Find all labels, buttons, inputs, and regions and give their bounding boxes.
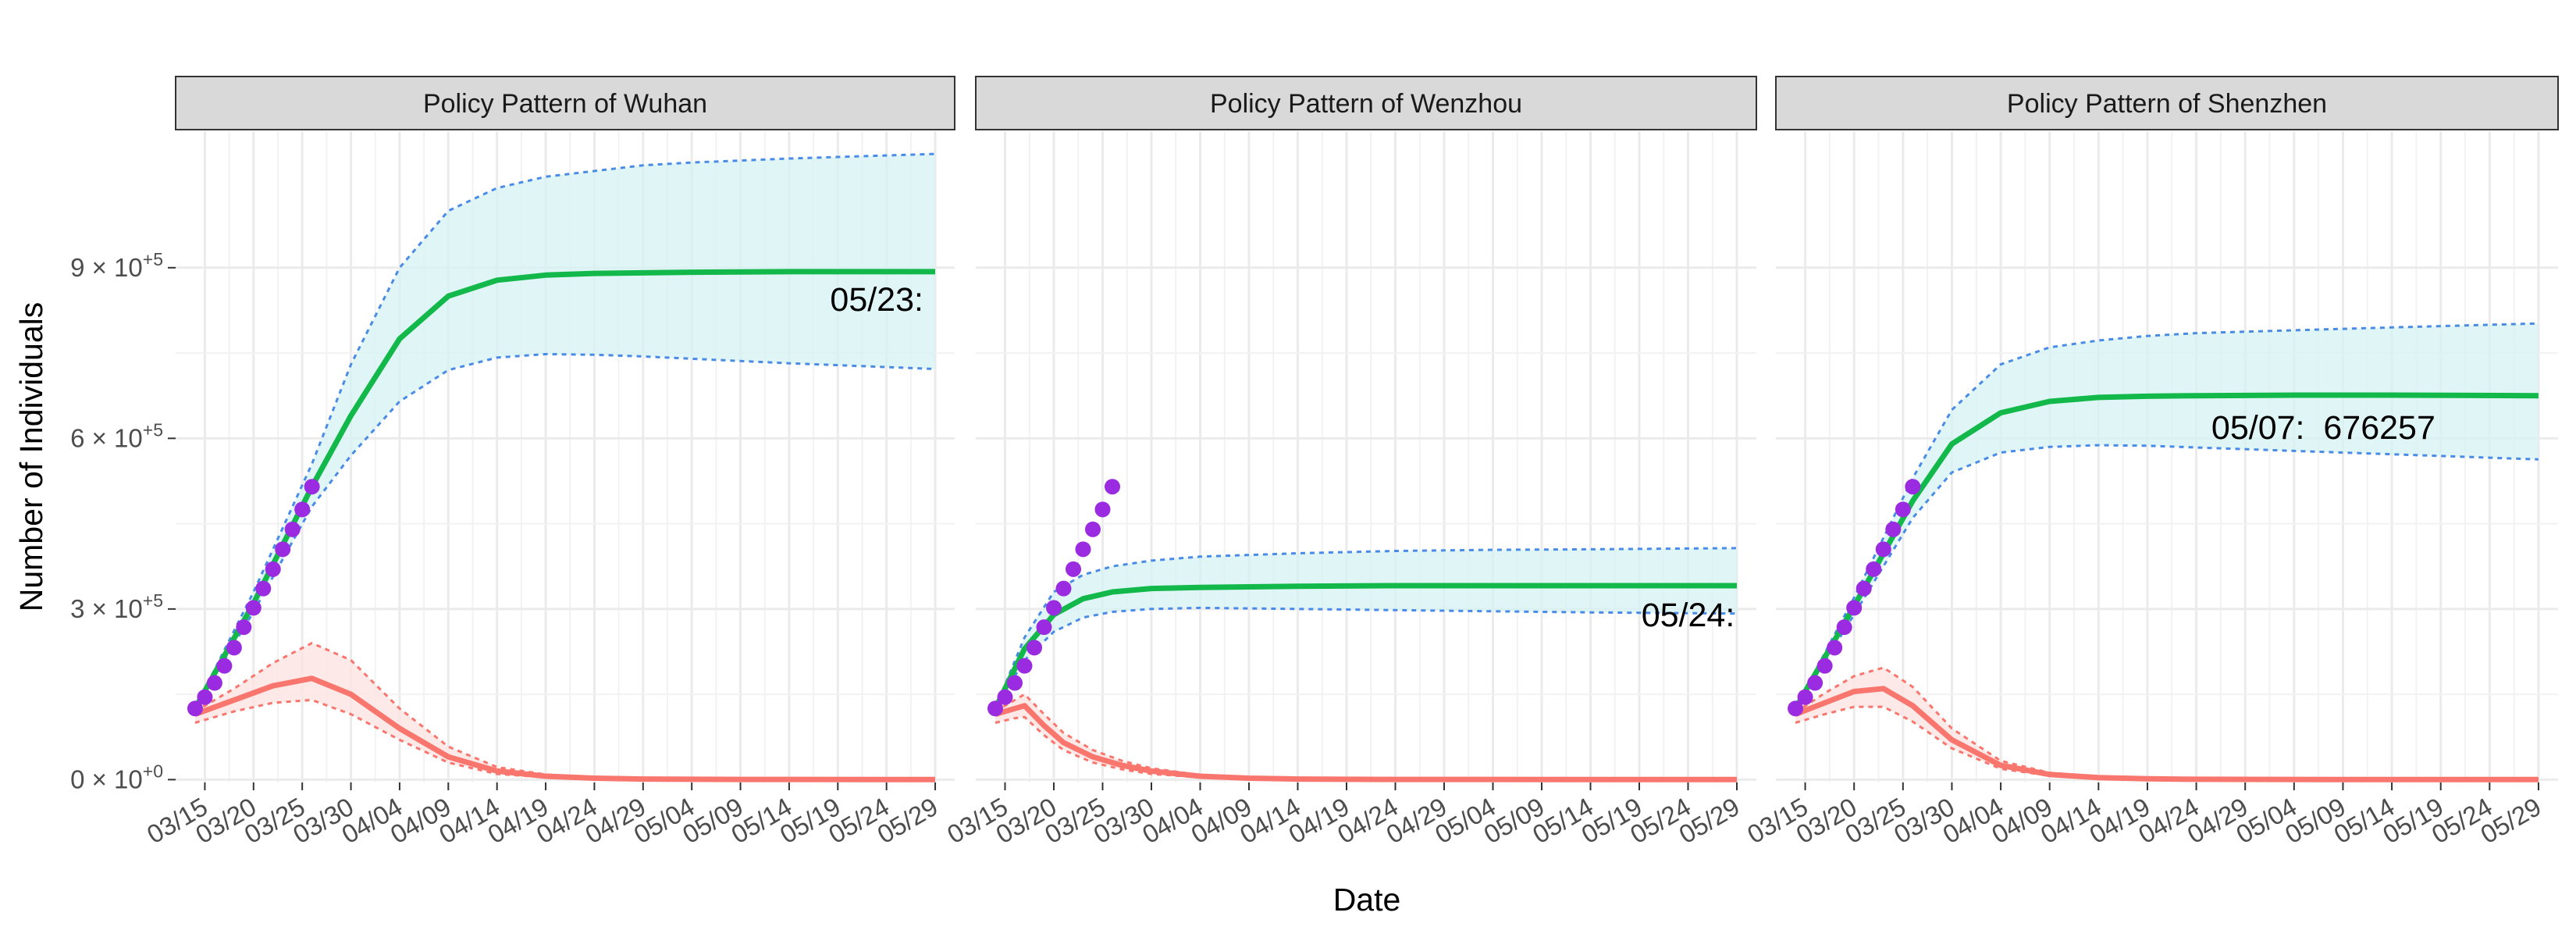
observed-point xyxy=(1846,600,1863,616)
observed-point xyxy=(236,619,252,636)
observed-point xyxy=(1797,689,1813,705)
y-tick-label: 9 × 10+5 xyxy=(70,249,163,282)
observed-point xyxy=(1094,501,1111,518)
observed-point xyxy=(1105,479,1120,495)
y-tick-label: 3 × 10+5 xyxy=(70,590,163,623)
cumulative-lower-line xyxy=(994,606,1738,710)
active-lower-line xyxy=(1795,705,2539,781)
observed-point xyxy=(1816,658,1833,674)
observed-point xyxy=(1905,479,1921,495)
observed-point xyxy=(1895,501,1911,518)
active-line xyxy=(994,703,1738,782)
observed-point xyxy=(197,689,213,705)
panel-1: Policy Pattern of Wuhan05/23:03/1503/200… xyxy=(70,76,955,849)
observed-point xyxy=(187,700,203,717)
observed-point xyxy=(1036,619,1052,636)
observed-point xyxy=(1875,541,1891,558)
observed-point xyxy=(226,640,242,656)
observed-point xyxy=(1807,675,1823,691)
observed-point xyxy=(1055,580,1072,597)
observed-point xyxy=(304,479,320,495)
cumulative-line xyxy=(1793,392,2539,711)
observed-point xyxy=(1856,580,1872,597)
panel-strip xyxy=(175,76,955,130)
panel-annotation: 05/23: xyxy=(830,281,923,319)
y-tick-label: 6 × 10+5 xyxy=(70,419,163,452)
observed-point xyxy=(997,689,1013,705)
x-axis-title: Date xyxy=(1333,882,1401,918)
active-upper-line xyxy=(994,693,1738,781)
cumulative-upper-line xyxy=(994,547,1738,709)
observed-point xyxy=(1007,675,1023,691)
cumulative-ci-band xyxy=(995,547,1737,709)
active-ci-band xyxy=(1795,667,2539,780)
active-line xyxy=(1794,686,2539,782)
observed-point xyxy=(1026,640,1042,656)
observed-point xyxy=(1046,600,1062,616)
panel-title: Policy Pattern of Wenzhou xyxy=(1210,89,1522,119)
panel-title: Policy Pattern of Wuhan xyxy=(423,89,707,119)
observed-point xyxy=(1085,521,1101,537)
observed-point xyxy=(275,541,291,558)
observed-point xyxy=(1885,521,1902,537)
cumulative-lower-line xyxy=(194,352,936,710)
active-upper-line xyxy=(1795,666,2539,781)
observed-point xyxy=(1836,619,1852,636)
panel-annotation: 05/24: xyxy=(1642,597,1735,634)
panel-2: Policy Pattern of Wenzhou05/24:03/1503/2… xyxy=(942,76,1757,849)
panels-layer: Policy Pattern of Wuhan05/23:03/1503/200… xyxy=(70,76,2559,849)
active-ci-band xyxy=(194,643,935,780)
active-ci-band xyxy=(995,694,1737,780)
observed-point xyxy=(1066,561,1081,577)
cumulative-ci-band xyxy=(1795,323,2539,709)
observed-point xyxy=(1866,561,1882,577)
active-line xyxy=(194,675,936,782)
panel-title: Policy Pattern of Shenzhen xyxy=(2007,89,2327,119)
observed-point xyxy=(1788,700,1804,717)
active-lower-line xyxy=(194,698,936,781)
y-tick-label: 0 × 10+0 xyxy=(70,761,163,793)
cumulative-line xyxy=(992,583,1737,710)
observed-point xyxy=(245,600,262,616)
cumulative-ci-band xyxy=(194,154,935,709)
cumulative-upper-line xyxy=(1794,322,2539,710)
observed-point xyxy=(255,580,272,597)
panel-strip xyxy=(1775,76,2559,130)
y-axis-title: Number of Individuals xyxy=(13,302,49,612)
observed-point xyxy=(216,658,233,674)
observed-point xyxy=(294,501,311,518)
panel-annotation: 05/07: 676257 xyxy=(2211,409,2435,447)
observed-point xyxy=(284,521,301,537)
observed-point xyxy=(1827,640,1843,656)
active-lower-line xyxy=(994,715,1738,781)
observed-point xyxy=(265,561,281,577)
observed-point xyxy=(1016,658,1033,674)
observed-point xyxy=(206,675,222,691)
panel-strip xyxy=(975,76,1757,130)
cumulative-lower-line xyxy=(1794,444,2539,710)
observed-point xyxy=(987,700,1003,717)
observed-point xyxy=(1075,541,1091,558)
